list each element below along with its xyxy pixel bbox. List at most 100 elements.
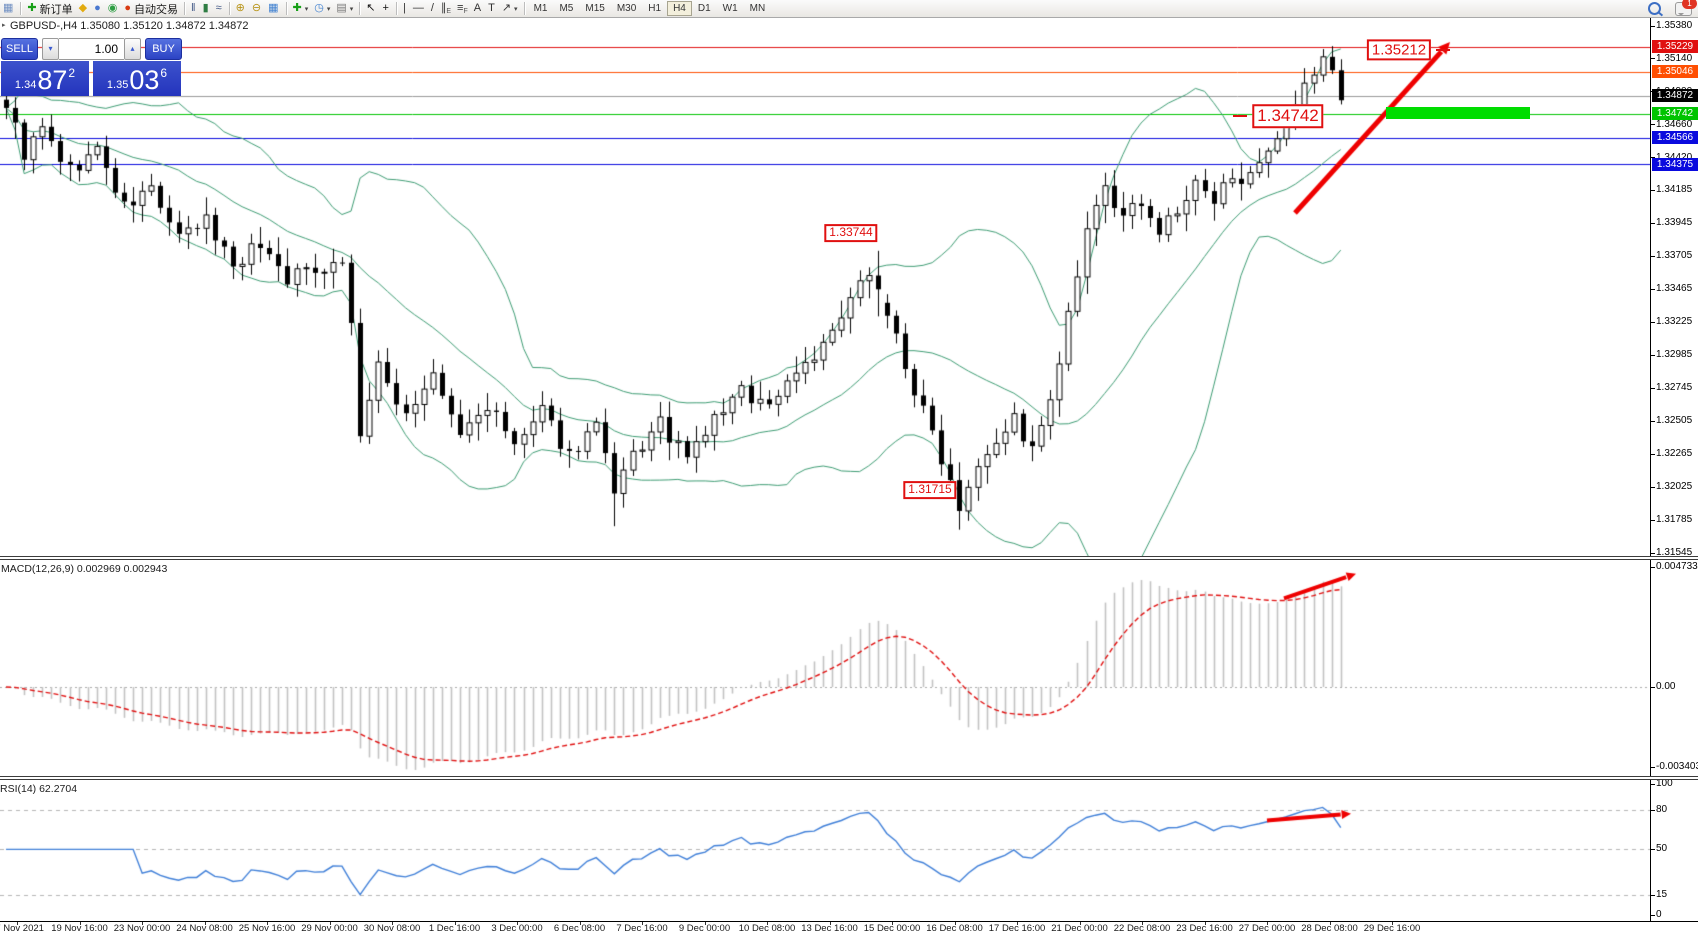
price-axis-label: 1.34660 [1656,118,1693,130]
macd-pane-canvas[interactable] [0,560,1650,776]
timeframe-group: M1 M5 M15 M30 H1 H4 D1 W1 MN [528,1,772,16]
chart-window-icon[interactable]: ▦ [0,1,17,16]
time-axis-label: 22 Dec 08:00 [1113,923,1171,934]
price-level-badge: 1.34375 [1652,157,1698,171]
cursor-icon: ↖ [366,2,376,14]
price-axis-label: 1.35380 [1656,20,1693,31]
vertical-line-tool[interactable]: | [400,1,410,16]
time-axis-tick [142,922,143,925]
timeframe-m5[interactable]: M5 [559,3,574,14]
time-axis-label: 27 Dec 00:00 [1238,923,1296,934]
toolbar-separator [359,2,361,15]
sell-price-small: 1.34 [14,79,37,91]
price-annotation[interactable]: 1.34742 [1252,104,1324,128]
channel-tool[interactable]: ∥ E [438,1,454,16]
price-axis-label: 1.33705 [1656,250,1693,262]
toolbar-separator [228,2,230,15]
text-tool[interactable]: A [471,1,485,16]
volume-increase-button[interactable]: ▴ [124,38,141,60]
fibonacci-tool[interactable]: ≡ F [454,1,471,16]
pane-splitter-rsi[interactable] [0,776,1698,780]
indicators-button[interactable]: ✚ ▾ [290,1,312,16]
price-level-badge: 1.34566 [1652,131,1698,145]
timeframe-m30[interactable]: M30 [616,3,637,14]
horizontal-line-tool[interactable]: — [410,1,428,16]
time-axis-tick [829,922,831,925]
rsi-label: RSI(14) 62.2704 [0,783,78,795]
pane-splitter-macd[interactable] [0,556,1698,560]
time-axis-label: 17 Nov 2021 [0,923,44,934]
price-axis-label: 1.32985 [1656,349,1693,361]
search-icon[interactable] [1648,2,1661,15]
candle-chart-icon-icon: ▮ [202,2,209,14]
auto-trading-button[interactable]: ● 自动交易 [121,1,181,16]
time-axis-tick [1017,922,1018,925]
price-axis-tick [1651,288,1655,290]
time-axis[interactable]: 17 Nov 2021 19 Nov 16:00 23 Nov 00:00 24 No… [0,921,1698,934]
signal-icon-icon: ◉ [107,2,118,14]
sell-price-big: 87 [37,65,68,95]
time-axis-label: 29 Dec 16:00 [1363,923,1421,934]
crosshair-icon: + [382,2,389,14]
time-axis-tick [1329,922,1331,925]
timeframe-w1[interactable]: W1 [722,3,738,14]
trendline-tool[interactable]: / [428,1,438,16]
candle-chart-icon[interactable]: ▮ [200,1,213,16]
bar-chart-icon[interactable]: ‖ [188,1,200,16]
label-tool[interactable]: T [485,1,499,16]
tile-windows-icon: ▦ [268,2,279,14]
new-order-button[interactable]: ✚ 新订单 [24,1,75,16]
sell-price-display[interactable]: 1.34 87 2 [1,61,89,96]
tile-windows-button[interactable]: ▦ [265,1,282,16]
price-annotation[interactable]: 1.31715 [903,481,957,499]
toolbar-right: 1 [1648,0,1698,16]
support-zone-rectangle[interactable] [1386,107,1530,119]
timeframe-mn[interactable]: MN [749,3,766,14]
price-annotation[interactable]: 1.35212 [1366,39,1432,61]
price-axis-tick [1651,321,1655,323]
profile-icon[interactable]: ● [91,1,105,16]
zoom-in-button[interactable]: ⊕ [233,1,249,16]
sell-price-sup: 2 [68,66,76,80]
buy-price-display[interactable]: 1.35 03 6 [93,61,181,96]
rsi-axis-tick [1651,914,1655,916]
auto-trading-button-label: 自动交易 [134,3,179,16]
time-axis-label: 23 Nov 00:00 [113,923,171,934]
templates-button[interactable]: ▤ ▾ [333,1,356,16]
rsi-pane-canvas[interactable] [0,780,1650,921]
signal-icon[interactable]: ◉ [105,1,122,16]
volume-input[interactable]: 1.00 [59,38,124,60]
price-axis-tick [1651,552,1655,554]
chart-context-arrow-icon[interactable]: ▸ [2,22,6,29]
price-axis-label: 1.34185 [1656,184,1693,196]
timeframe-d1[interactable]: D1 [697,3,711,14]
notifications-button[interactable]: 1 [1675,0,1697,16]
timeframe-m15[interactable]: M15 [585,3,605,14]
volume-decrease-button[interactable]: ▾ [42,38,59,60]
price-level-badge: 1.35229 [1652,40,1698,54]
line-chart-icon-icon: ≈ [215,2,222,14]
cursor-tool[interactable]: ↖ [363,1,379,16]
timeframe-h4[interactable]: H4 [667,1,692,16]
line-chart-icon[interactable]: ≈ [213,1,226,16]
sell-button[interactable]: SELL [1,38,38,60]
arrows-tool[interactable]: ↗ ▾ [499,1,521,16]
price-axis-tick [1651,354,1655,356]
crosshair-tool[interactable]: + [380,1,393,16]
time-axis-label: 30 Nov 08:00 [363,923,421,934]
toolbar-items: ▦ ✚ 新订单 ◆ ● ◉ ● 自动交易 ‖ ▮ ≈ ⊕ ⊖ ▦ ✚ ▾ ◷ ▾ ▤ ▾ ↖ + | — / ∥ E ≡ F A T ↗ ▾ [0,1,528,16]
macd-axis-tick [1651,686,1655,688]
main-chart-canvas[interactable] [0,17,1650,556]
time-axis-label: 17 Dec 16:00 [988,923,1046,934]
price-annotation[interactable]: 1.33744 [824,224,878,242]
timeframe-h1[interactable]: H1 [648,3,662,14]
price-axis-label: 1.33465 [1656,283,1693,295]
zoom-out-button[interactable]: ⊖ [249,1,265,16]
price-axis-label: 1.34420 [1656,152,1692,163]
price-axis-label: 1.31545 [1656,547,1693,558]
fibonacci-tool-letter: F [463,7,468,15]
buy-button[interactable]: BUY [145,38,182,60]
periods-button[interactable]: ◷ ▾ [311,1,333,16]
eraser-icon[interactable]: ◆ [76,1,91,16]
timeframe-m1[interactable]: M1 [533,3,548,14]
